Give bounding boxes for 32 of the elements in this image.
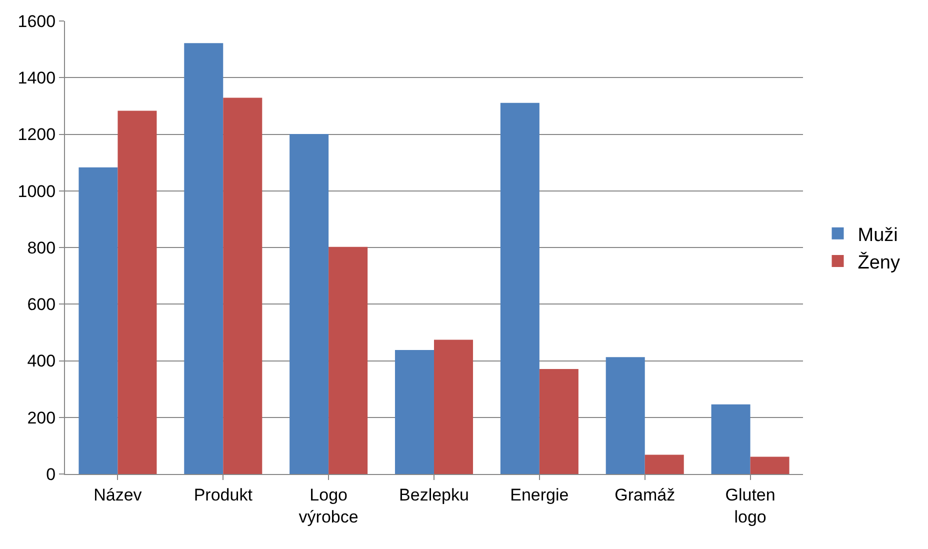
y-tick-label: 800	[27, 238, 56, 258]
bar	[118, 110, 157, 474]
bar	[394, 350, 434, 474]
bar	[290, 134, 329, 474]
x-tick-label: Logo výrobce	[298, 485, 358, 526]
bar	[78, 167, 118, 474]
x-tick-label: Gluten logo	[725, 485, 776, 526]
bar	[500, 102, 540, 474]
y-tick-label: 1200	[18, 125, 56, 144]
x-tick-label: Bezlepku	[399, 485, 469, 504]
bar	[328, 246, 368, 474]
bar	[223, 98, 262, 474]
x-tick-label: Gramáž	[614, 485, 676, 504]
bar	[644, 454, 684, 474]
bar	[434, 340, 474, 474]
bar	[539, 368, 578, 474]
bar	[750, 456, 790, 474]
y-tick-label: 200	[27, 408, 56, 428]
y-tick-label: 0	[46, 464, 56, 484]
x-tick-label: Energie	[510, 485, 569, 504]
x-tick-label: Produkt	[194, 485, 253, 504]
x-tick-label: Název	[94, 485, 142, 504]
y-tick-label: 600	[27, 295, 56, 314]
legend-label: Muži	[858, 224, 898, 246]
y-tick-label: 1400	[18, 68, 56, 88]
bar	[606, 357, 645, 474]
y-tick-label: 1600	[18, 12, 56, 31]
bar	[184, 43, 224, 474]
y-tick-label: 400	[27, 352, 56, 371]
legend-label: Ženy	[858, 251, 900, 274]
bar	[711, 404, 750, 474]
y-tick-label: 1000	[18, 182, 56, 201]
